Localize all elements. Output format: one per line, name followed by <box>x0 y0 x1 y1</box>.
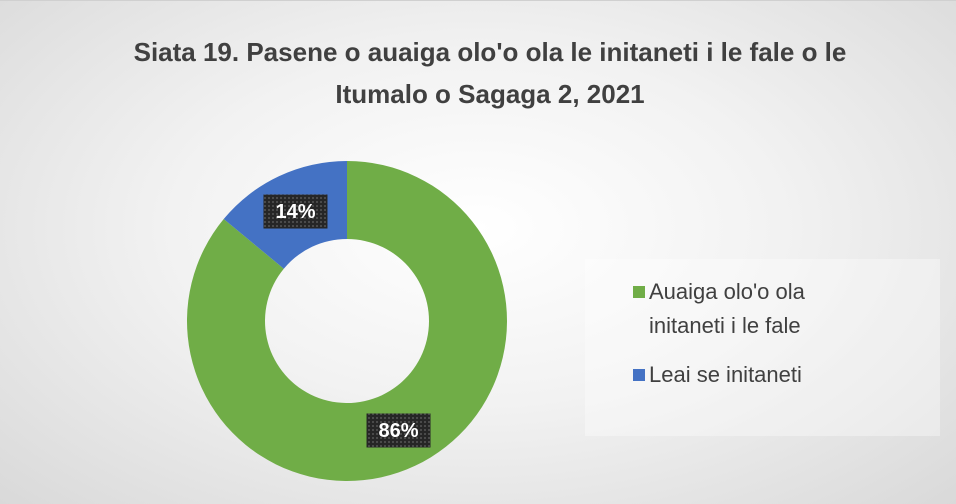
data-label-box <box>366 413 431 448</box>
legend-swatch <box>633 369 645 381</box>
data-label: 86% <box>379 420 419 442</box>
legend-item: Auaiga olo'o ola initaneti i le fale <box>633 275 863 343</box>
legend-item: Leai se initaneti <box>633 358 863 392</box>
legend-label: Leai se initaneti <box>649 362 802 387</box>
legend-label: Auaiga olo'o ola initaneti i le fale <box>649 279 805 338</box>
donut-slice <box>187 161 508 481</box>
data-label: 14% <box>275 201 315 223</box>
data-label-box <box>263 194 328 229</box>
legend: Auaiga olo'o ola initaneti i le fale Leai… <box>585 259 940 436</box>
chart-title: Siata 19. Pasene o auaiga olo'o ola le i… <box>133 37 847 109</box>
legend-swatch <box>633 286 645 298</box>
